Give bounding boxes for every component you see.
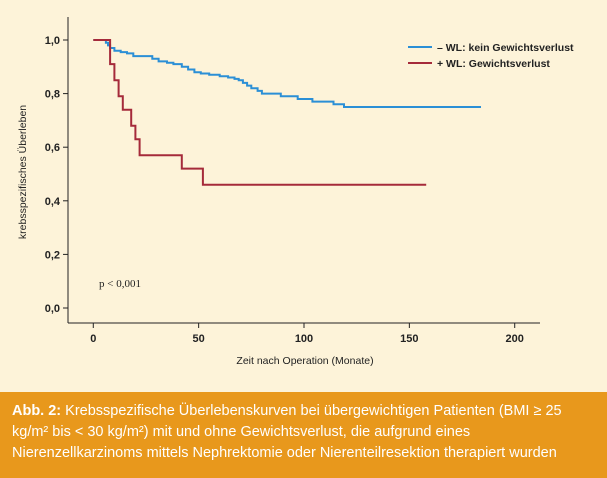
y-tick-label: 0,4 <box>45 196 61 208</box>
x-tick-label: 150 <box>400 333 418 345</box>
x-tick-label: 200 <box>506 333 524 345</box>
axes: 0,0 0,2 0,4 0,6 0,8 1,0 0 50 100 150 200 <box>45 17 540 345</box>
y-tick-label: 1,0 <box>45 35 60 47</box>
caption-text: Krebsspezifische Überlebenskurven bei üb… <box>12 403 562 461</box>
km-chart: 0,0 0,2 0,4 0,6 0,8 1,0 0 50 100 150 200 krebsspez… <box>17 17 574 367</box>
y-tick-label: 0,6 <box>45 142 60 154</box>
caption-prefix: Abb. 2: <box>12 403 62 419</box>
legend: – WL: kein Gewichtsverlust + WL: Gewicht… <box>408 42 574 70</box>
legend-label-series-2: + WL: Gewichtsverlust <box>437 58 550 70</box>
x-tick-label: 100 <box>295 333 313 345</box>
series-line-1 <box>93 39 481 108</box>
y-axis-title: krebsspezifisches Überleben <box>17 105 29 239</box>
series-line-2 <box>93 39 427 186</box>
x-tick-label: 50 <box>193 333 205 345</box>
series-layer <box>93 39 481 186</box>
y-tick-label: 0,2 <box>45 249 60 261</box>
y-tick-label: 0,8 <box>45 89 60 101</box>
legend-label-series-1: – WL: kein Gewichtsverlust <box>437 42 574 54</box>
figure-caption: Abb. 2: Krebsspezifische Überlebenskurve… <box>0 392 607 478</box>
p-value-annotation: p < 0,001 <box>99 278 141 290</box>
x-tick-label: 0 <box>90 333 96 345</box>
y-tick-label: 0,0 <box>45 303 60 315</box>
x-axis-title: Zeit nach Operation (Monate) <box>236 355 373 367</box>
